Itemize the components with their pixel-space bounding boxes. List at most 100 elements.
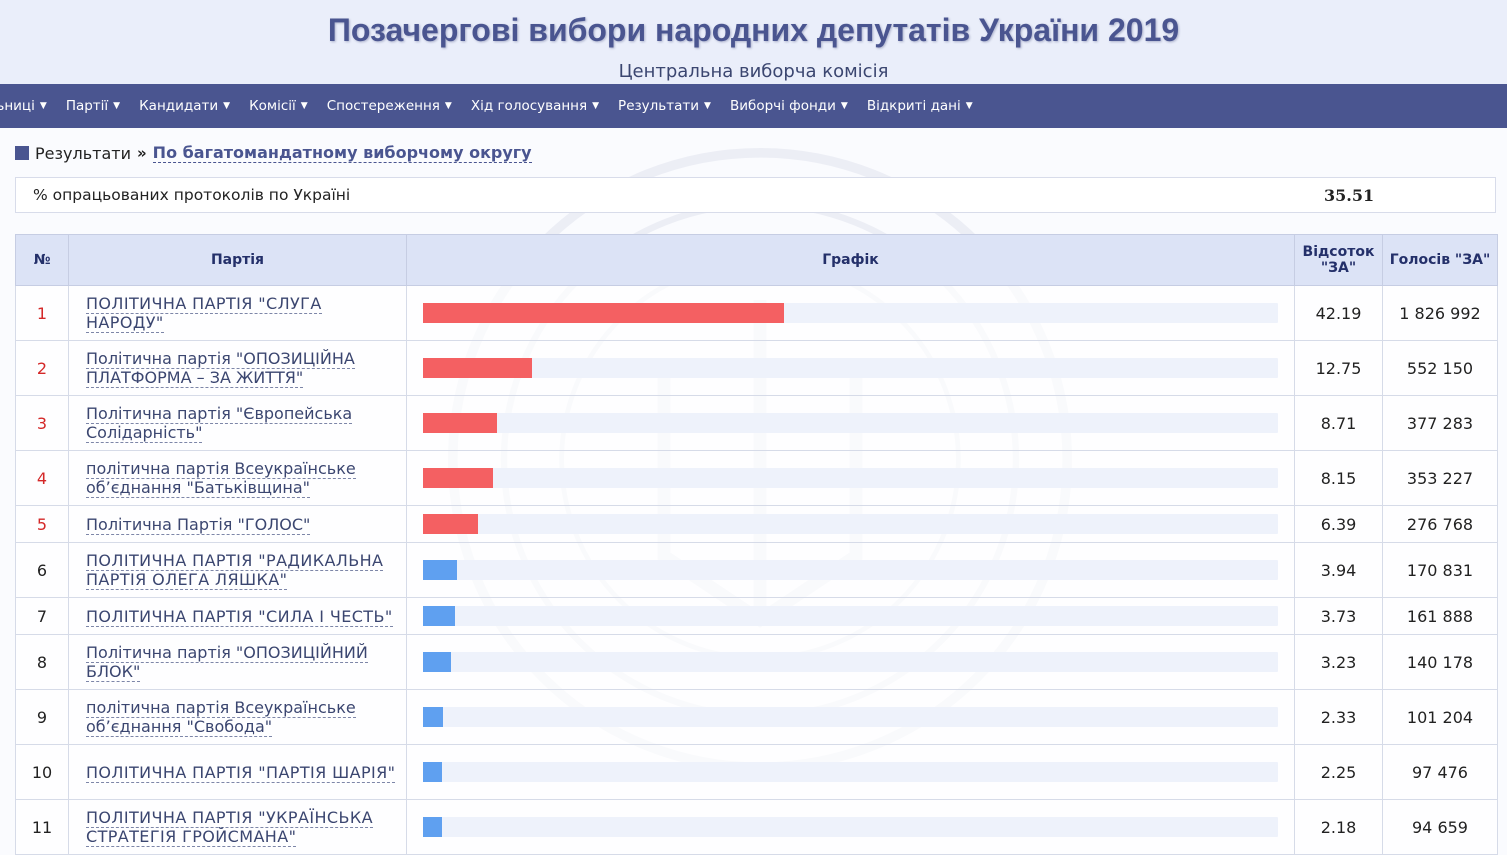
party-name-link[interactable]: ПОЛІТИЧНА ПАРТІЯ "РАДИКАЛЬНА ПАРТІЯ ОЛЕГ… (86, 551, 384, 590)
table-row: 8 Політична партія "ОПОЗИЦІЙНИЙ БЛОК" 3.23… (15, 634, 1498, 690)
nav-item-label: Спостереження (326, 98, 440, 114)
result-bar-track (423, 358, 1278, 378)
chart-cell (406, 505, 1295, 543)
percent-value: 8.71 (1294, 395, 1383, 451)
breadcrumb-separator-icon: » (136, 144, 147, 162)
header-num: № (15, 234, 69, 286)
nav-item-label: Партії (65, 98, 109, 114)
header-chart: Графік (406, 234, 1295, 286)
percent-value: 3.94 (1294, 542, 1383, 598)
result-bar-track (423, 413, 1278, 433)
votes-value: 276 768 (1382, 505, 1498, 543)
result-bar-track (423, 606, 1278, 626)
percent-value: 12.75 (1294, 340, 1383, 396)
table-row: 4 політична партія Всеукраїнське об’єднан… (15, 450, 1498, 506)
chart-cell (406, 744, 1295, 800)
breadcrumb-root: Результати (35, 143, 131, 163)
caret-down-icon: ▼ (704, 101, 711, 111)
party-name-link[interactable]: Політична партія "ОПОЗИЦІЙНА ПЛАТФОРМА –… (86, 349, 355, 388)
nav-item-label: Хід голосування (470, 98, 588, 114)
result-bar (423, 762, 443, 782)
votes-value: 1 826 992 (1382, 285, 1498, 341)
result-bar (423, 817, 442, 837)
row-number: 4 (15, 450, 69, 506)
result-bar-track (423, 303, 1278, 323)
party-name-link[interactable]: політична партія Всеукраїнське об’єднанн… (86, 459, 356, 498)
nav-item-label: Комісії (249, 98, 296, 114)
party-name-link[interactable]: Політична Партія "ГОЛОС" (86, 514, 311, 535)
protocols-progress-value: 35.51 (1324, 185, 1375, 205)
page-subtitle: Центральна виборча комісія (618, 61, 889, 82)
votes-value: 170 831 (1382, 542, 1498, 598)
breadcrumb-square-icon (15, 146, 29, 160)
percent-value: 42.19 (1294, 285, 1383, 341)
row-number: 1 (15, 285, 69, 341)
nav-item-label: Кандидати (139, 98, 219, 114)
chart-cell (406, 542, 1295, 598)
nav-item[interactable]: ільниці ▼ (0, 98, 47, 114)
nav-item[interactable]: Комісії ▼ (249, 98, 308, 114)
caret-down-icon: ▼ (592, 101, 600, 111)
row-number: 8 (15, 634, 69, 690)
nav-item[interactable]: Відкриті дані ▼ (867, 98, 973, 114)
result-bar (423, 514, 478, 534)
table-row: 5 Політична Партія "ГОЛОС" 6.39 276 768 (15, 505, 1498, 543)
protocols-progress-label: % опрацьованих протоколів по Україні (33, 186, 351, 204)
caret-down-icon: ▼ (840, 101, 848, 111)
result-bar-track (423, 560, 1278, 580)
result-bar-track (423, 514, 1278, 534)
nav-menu: ільниці▼Партії▼Кандидати▼Комісії▼Спостер… (0, 84, 992, 128)
table-row: 3 Політична партія "Європейська Солідарні… (15, 395, 1498, 451)
result-bar-track (423, 817, 1278, 837)
party-name-link[interactable]: ПОЛІТИЧНА ПАРТІЯ "СИЛА І ЧЕСТЬ" (86, 606, 393, 627)
main-navbar: ільниці▼Партії▼Кандидати▼Комісії▼Спостер… (0, 84, 1507, 128)
result-bar (423, 707, 443, 727)
caret-down-icon: ▼ (39, 101, 47, 111)
party-name-link[interactable]: ПОЛІТИЧНА ПАРТІЯ "ПАРТІЯ ШАРІЯ" (86, 762, 396, 783)
percent-value: 3.73 (1294, 597, 1383, 635)
chart-cell (406, 634, 1295, 690)
party-name-link[interactable]: ПОЛІТИЧНА ПАРТІЯ "СЛУГА НАРОДУ" (86, 294, 322, 333)
party-cell: ПОЛІТИЧНА ПАРТІЯ "УКРАЇНСЬКА СТРАТЕГІЯ Г… (68, 799, 407, 855)
nav-item[interactable]: Виборчі фонди ▼ (730, 98, 848, 114)
percent-value: 2.25 (1294, 744, 1383, 800)
party-cell: Політична партія "ОПОЗИЦІЙНА ПЛАТФОРМА –… (68, 340, 407, 396)
percent-value: 6.39 (1294, 505, 1383, 543)
caret-down-icon: ▼ (444, 101, 452, 111)
table-row: 1 ПОЛІТИЧНА ПАРТІЯ "СЛУГА НАРОДУ" 42.19 1 8… (15, 285, 1498, 341)
header-percent: Відсоток "ЗА" (1294, 234, 1383, 286)
votes-value: 161 888 (1382, 597, 1498, 635)
table-row: 2 Політична партія "ОПОЗИЦІЙНА ПЛАТФОРМА … (15, 340, 1498, 396)
row-number: 10 (15, 744, 69, 800)
party-name-link[interactable]: Політична партія "Європейська Солідарніс… (86, 404, 353, 443)
party-cell: ПОЛІТИЧНА ПАРТІЯ "СЛУГА НАРОДУ" (68, 285, 407, 341)
nav-item[interactable]: Кандидати ▼ (139, 98, 230, 114)
nav-item[interactable]: Хід голосування ▼ (471, 98, 599, 114)
nav-item[interactable]: Партії ▼ (66, 98, 120, 114)
party-cell: ПОЛІТИЧНА ПАРТІЯ "ПАРТІЯ ШАРІЯ" (68, 744, 407, 800)
result-bar (423, 606, 455, 626)
nav-item-label: ільниці (0, 98, 35, 114)
row-number: 9 (15, 689, 69, 745)
votes-value: 353 227 (1382, 450, 1498, 506)
nav-item[interactable]: Результати ▼ (618, 98, 711, 114)
caret-down-icon: ▼ (113, 101, 121, 111)
party-name-link[interactable]: ПОЛІТИЧНА ПАРТІЯ "УКРАЇНСЬКА СТРАТЕГІЯ Г… (86, 808, 373, 847)
caret-down-icon: ▼ (223, 101, 231, 111)
percent-value: 2.18 (1294, 799, 1383, 855)
party-name-link[interactable]: Політична партія "ОПОЗИЦІЙНИЙ БЛОК" (86, 643, 368, 682)
header-party: Партія (68, 234, 407, 286)
party-cell: Політична партія "Європейська Солідарніс… (68, 395, 407, 451)
results-table: № Партія Графік Відсоток "ЗА" Голосів "З… (15, 234, 1498, 855)
row-number: 7 (15, 597, 69, 635)
votes-value: 97 476 (1382, 744, 1498, 800)
party-cell: політична партія Всеукраїнське об’єднанн… (68, 689, 407, 745)
party-name-link[interactable]: політична партія Всеукраїнське об’єднанн… (86, 698, 356, 737)
nav-item[interactable]: Спостереження ▼ (327, 98, 452, 114)
table-row: 9 політична партія Всеукраїнське об’єднан… (15, 689, 1498, 745)
party-cell: Політична Партія "ГОЛОС" (68, 505, 407, 543)
nav-item-label: Результати (618, 98, 700, 114)
percent-value: 2.33 (1294, 689, 1383, 745)
result-bar (423, 413, 498, 433)
breadcrumb-current-link[interactable]: По багатомандатному виборчому округу (152, 143, 532, 163)
